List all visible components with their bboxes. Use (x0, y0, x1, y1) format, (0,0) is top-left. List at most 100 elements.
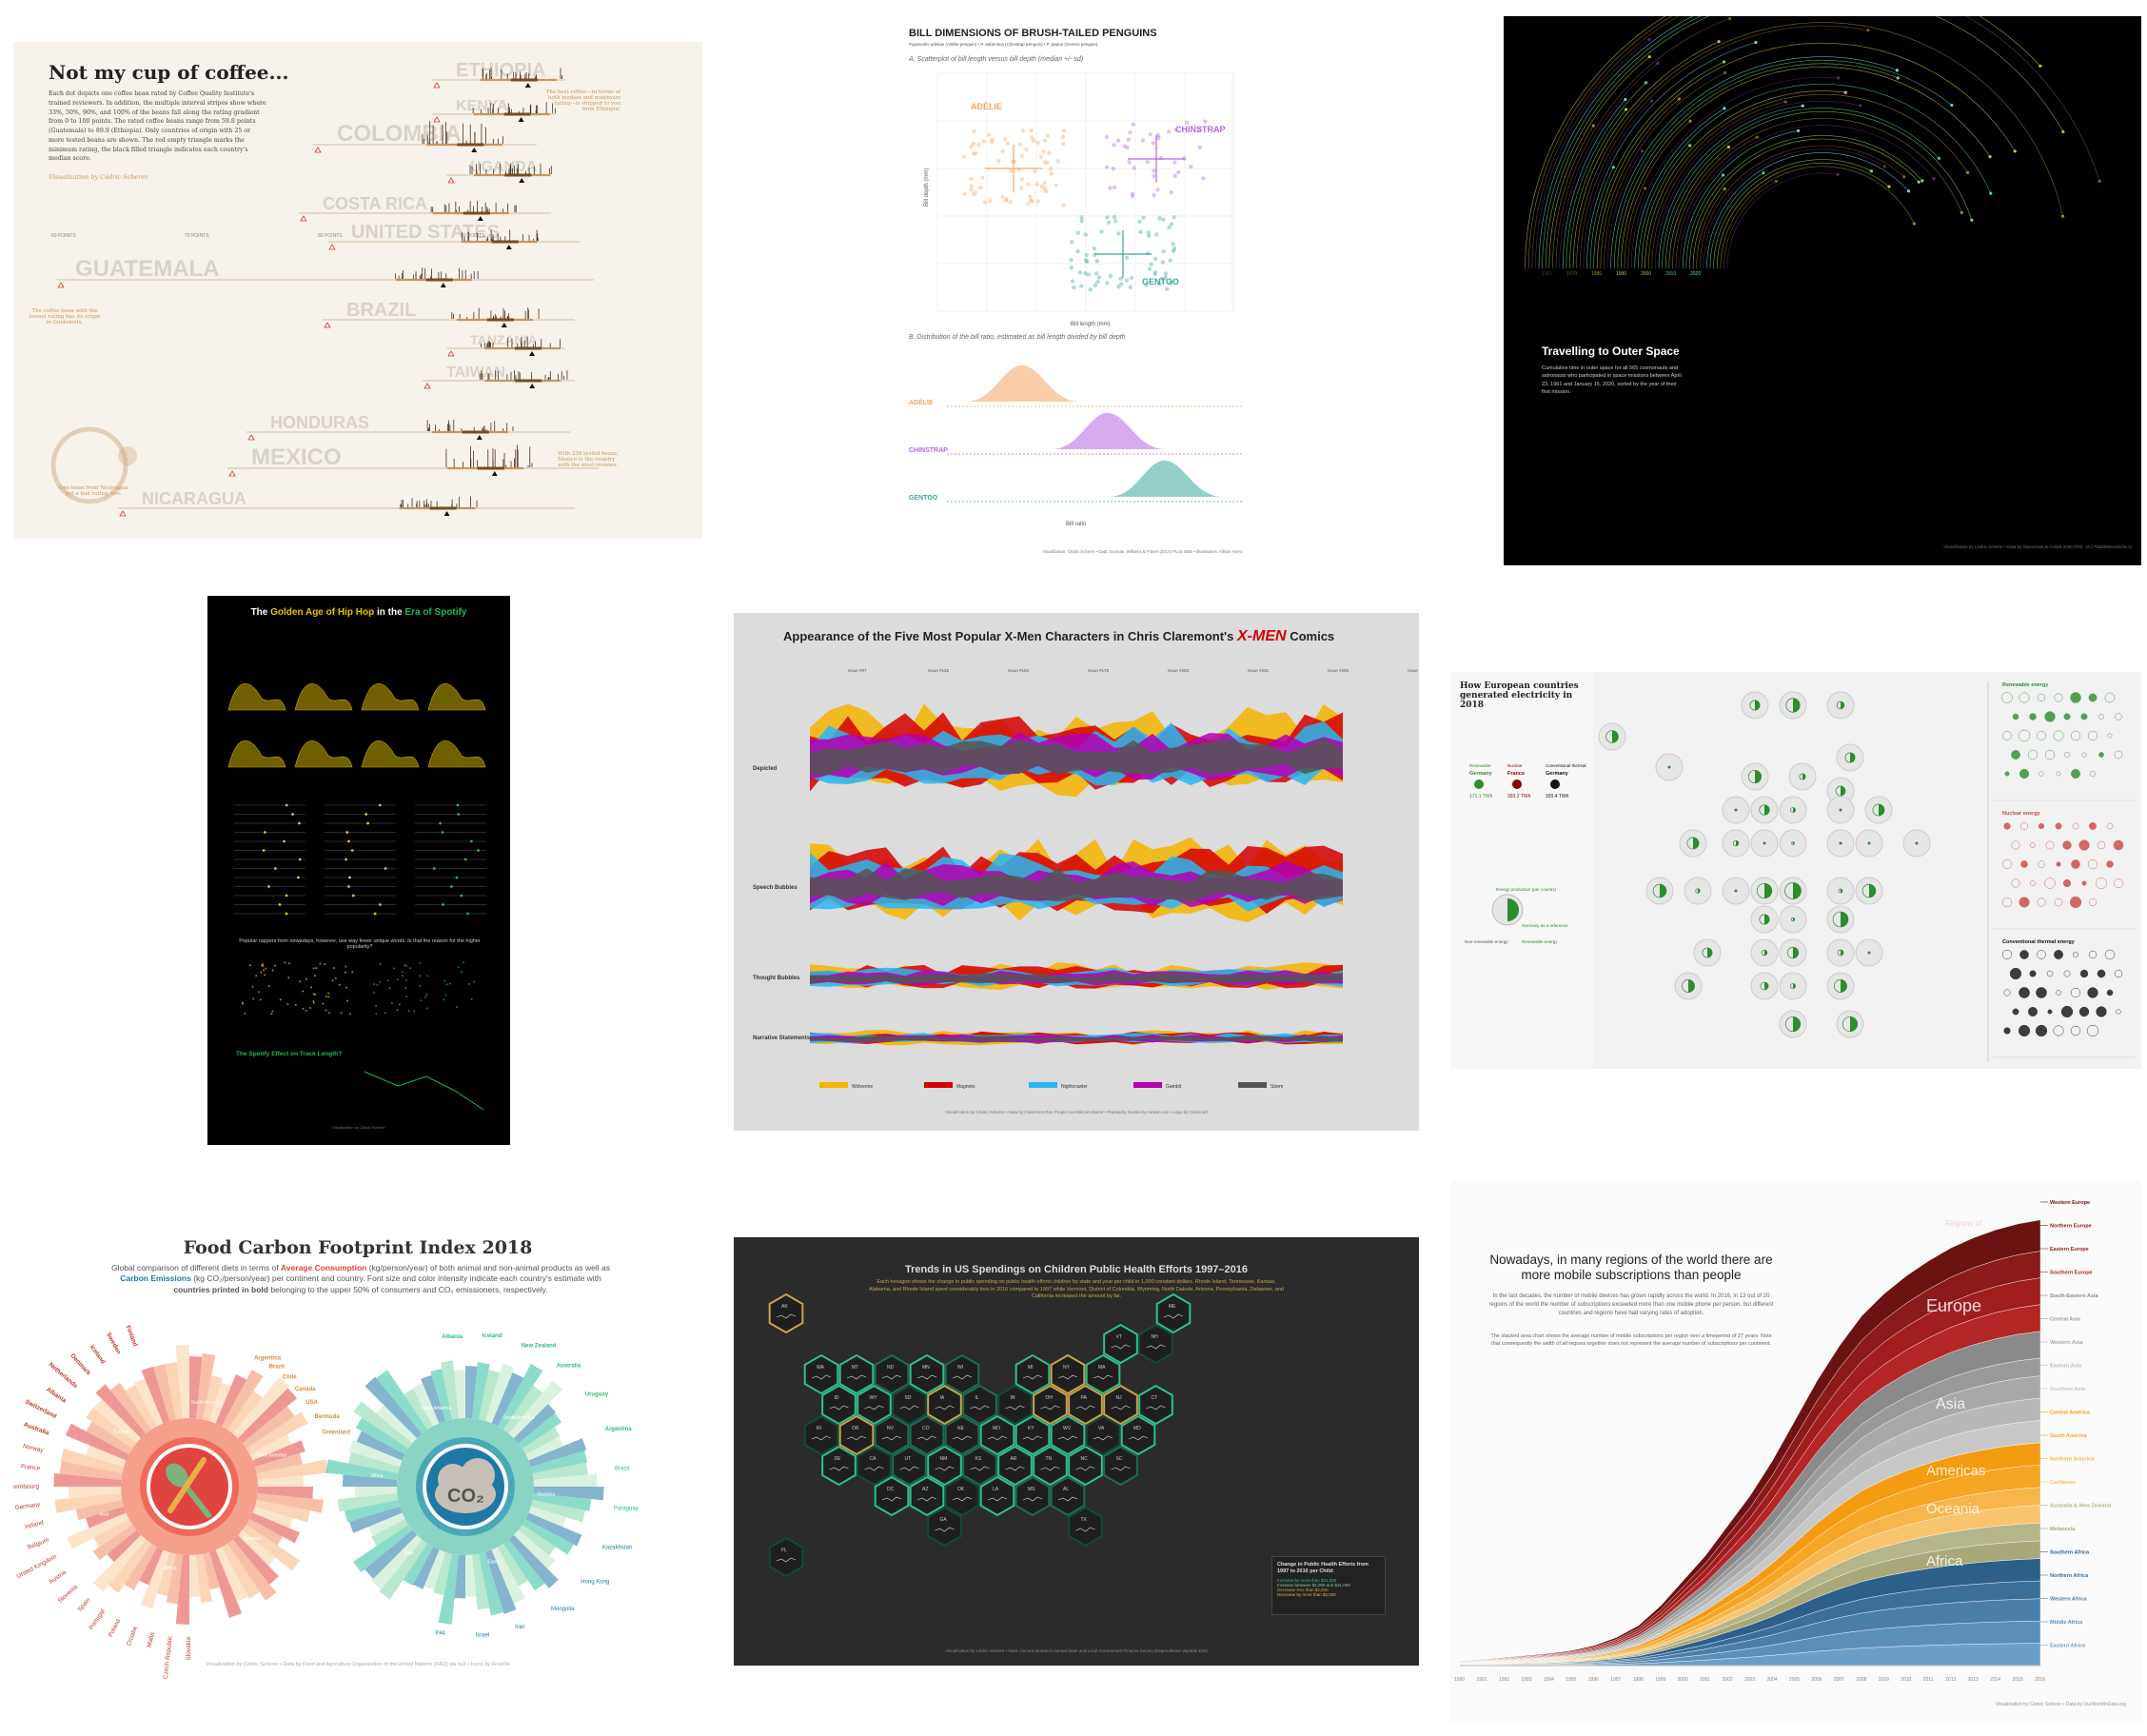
space-chart: 1961 1970 1980 1990 2000 2010 2020 (1525, 16, 2101, 277)
food-country-label: USA (305, 1400, 318, 1406)
space-orbit-arc (1538, 16, 1694, 269)
penguin-point (1163, 271, 1169, 276)
mobile-year-label: 1990 (1454, 1677, 1465, 1683)
space-mission-dot (1869, 169, 1874, 173)
mobile-year-label: 1992 (1499, 1677, 1509, 1683)
coffee-axis-label: 90 POINTS (461, 233, 485, 239)
health-footer: Visualization by Cédric Scherer • Data: … (945, 1648, 1208, 1653)
health-state-hex (768, 1536, 804, 1578)
energy-side-dot (2069, 896, 2082, 909)
penguin-point (1172, 173, 1177, 178)
food-wedge (92, 1525, 137, 1561)
health-state-label: AK (781, 1304, 788, 1310)
hiphop-scatter-dot (322, 1002, 325, 1005)
penguin-point (1061, 128, 1066, 133)
energy-production-dot (1867, 951, 1871, 955)
mobile-region-big-label: Asia (1936, 1396, 1965, 1412)
food-wedge (221, 1369, 264, 1430)
health-state-hex (1068, 1445, 1103, 1487)
health-state-hex (927, 1445, 962, 1487)
penguin-point (1116, 231, 1121, 236)
energy-country-glyph (1645, 877, 1674, 905)
hiphop-scatter-dot (379, 980, 382, 983)
penguin-point (1042, 181, 1047, 186)
food-wedge (528, 1506, 567, 1528)
penguin-point (969, 187, 975, 192)
food-continent-label: Asia (99, 1512, 108, 1518)
energy-production-ring (1759, 914, 1770, 925)
penguin-point (1156, 135, 1161, 141)
space-mission-dot (1796, 128, 1801, 133)
health-state-hex (1050, 1414, 1086, 1456)
hiphop-scatter-dot (375, 1004, 378, 1007)
space-mission-dot (1591, 124, 1595, 128)
food-wedge (108, 1539, 151, 1593)
mobile-legend-label: Southern Asia (2050, 1387, 2086, 1392)
space-orbit-arc (1613, 59, 1953, 269)
space-year-label: 2010 (1665, 271, 1676, 277)
hiphop-rank-dot (366, 821, 369, 825)
food-wedge (532, 1493, 592, 1511)
health-sparkline (1075, 1466, 1095, 1471)
health-sparkline (1057, 1435, 1078, 1441)
penguin-point (1019, 177, 1024, 182)
space-orbit-arc (1617, 63, 1899, 269)
energy-side-dot (2054, 898, 2063, 907)
food-wedge (208, 1549, 243, 1618)
food-wedge (256, 1459, 328, 1480)
food-wedge (508, 1380, 563, 1439)
energy-side-dot (2114, 878, 2123, 888)
energy-production-ring (1790, 983, 1796, 989)
food-continent-label: North America (421, 1406, 451, 1411)
health-state-label: DC (887, 1487, 895, 1492)
space-mission-dot (1843, 90, 1847, 94)
space-orbit-arc (1662, 108, 1940, 269)
health-state-label: VA (1098, 1426, 1105, 1431)
food-wedge (189, 1355, 203, 1419)
food-continent-label: Oceania (243, 1536, 261, 1542)
hiphop-scatter-dot (264, 974, 266, 976)
food-country-label: Germany (14, 1502, 41, 1512)
food-wedge (252, 1440, 305, 1468)
hiphop-density (227, 740, 286, 768)
penguin-point (1112, 143, 1116, 148)
penguin-density (966, 365, 1080, 402)
energy-side-dot (2011, 840, 2020, 850)
energy-country-glyph (1741, 691, 1769, 720)
food-country-label: Albania (442, 1334, 463, 1340)
food-wedge (75, 1500, 125, 1521)
energy-side-dot (2037, 950, 2046, 959)
energy-side-dot (2114, 750, 2123, 760)
space-mission-dot (1989, 191, 1993, 195)
penguin-point (1000, 148, 1005, 153)
penguin-point (1145, 160, 1151, 165)
health-legend-item: Increase by more than $31,000 (1277, 1578, 1337, 1584)
coffee-axis-label: 70 POINTS (185, 233, 209, 239)
space-orbit-arc (1572, 41, 1720, 269)
hiphop-scatter-dot (259, 998, 262, 1001)
penguin-point (1088, 286, 1093, 292)
penguin-point (973, 190, 977, 195)
energy-renewable-half (1707, 947, 1713, 958)
energy-side-dot (2081, 880, 2087, 886)
energy-production-ring (1842, 1016, 1859, 1033)
space-orbit-arc (1716, 162, 1890, 269)
food-country-label: Brazil (615, 1466, 629, 1471)
mobile-region-big-label: Americas (1926, 1463, 1986, 1479)
food-country-label: Paraguay (614, 1507, 639, 1512)
coffee-note-ethiopia: The best coffee—in terms of both median … (545, 89, 620, 112)
energy-panel: How European countries generated electri… (1450, 672, 2141, 1069)
health-sparkline (952, 1496, 973, 1502)
hiphop-title-a: The (250, 607, 271, 618)
hiphop-scatter-dot (420, 999, 423, 1002)
health-sparkline (916, 1435, 937, 1441)
mobile-year-label: 2010 (1901, 1677, 1911, 1683)
hiphop-scatter-dot (344, 971, 346, 974)
food-country-label: Sweden (105, 1332, 122, 1355)
hiphop-rank-dot (441, 831, 444, 834)
food-country-label: New Zealand (522, 1343, 557, 1349)
energy-side-dot (2002, 731, 2012, 740)
food-wedge (465, 1554, 477, 1597)
health-sparkline (1075, 1405, 1095, 1410)
penguin-point (981, 139, 987, 144)
